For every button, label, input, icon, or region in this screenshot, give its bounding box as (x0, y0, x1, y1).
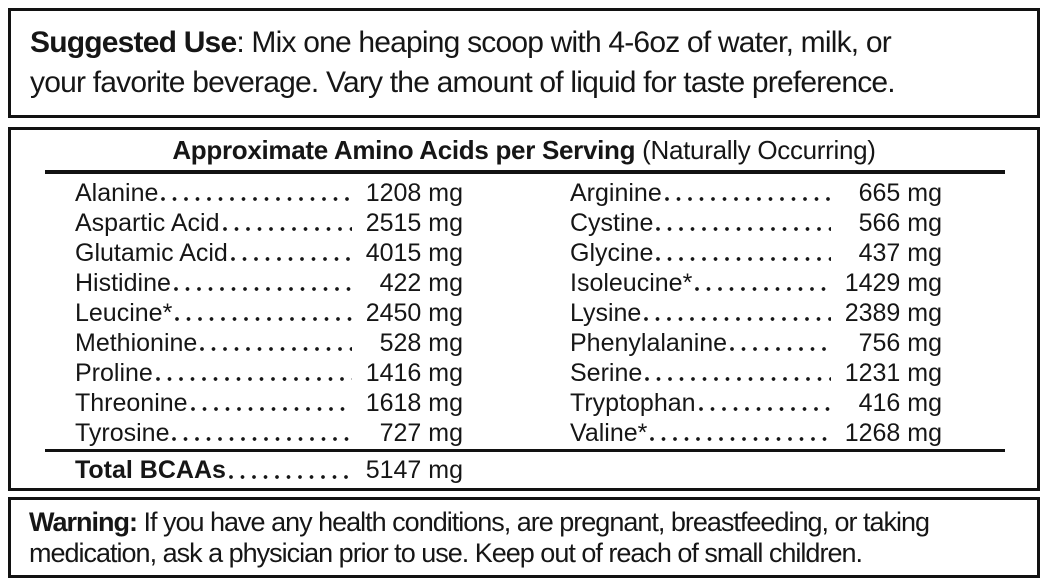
amino-name: Leucine* (75, 299, 173, 327)
amino-name: Threonine (75, 389, 188, 417)
amino-value: 2450 mg (365, 299, 463, 327)
amino-columns: Alanine 1208 mg Aspartic Acid 2515 mg Glut… (11, 174, 1037, 448)
dot-leader (222, 227, 352, 231)
amino-value: 1416 mg (365, 359, 463, 387)
amino-value: 2515 mg (365, 209, 463, 237)
amino-row: Phenylalanine 756 mg (570, 328, 942, 358)
dot-leader (230, 257, 352, 261)
dot-leader (656, 227, 831, 231)
dot-leader (644, 317, 831, 321)
dot-leader (730, 347, 831, 351)
amino-name: Tryptophan (570, 389, 696, 417)
amino-name: Arginine (570, 179, 662, 207)
amino-value: 727 mg (379, 419, 463, 447)
warning-text-1: If you have any health conditions, are p… (136, 507, 930, 537)
warning-line-2: medication, ask a physician prior to use… (29, 538, 863, 568)
amino-row: Serine 1231 mg (570, 358, 942, 388)
amino-name: Tyrosine (75, 419, 170, 447)
amino-column-right: Arginine 665 mg Cystine 566 mg Glycine 437 … (570, 178, 942, 448)
amino-table-title-regular: (Naturally Occurring) (635, 135, 876, 165)
amino-value: 2389 mg (844, 299, 942, 327)
suggested-use-section: Suggested Use: Mix one heaping scoop wit… (8, 8, 1040, 118)
dot-leader (200, 347, 352, 351)
amino-row: Isoleucine* 1429 mg (570, 268, 942, 298)
dot-leader (173, 287, 352, 291)
suggested-use-paragraph: Suggested Use: Mix one heaping scoop wit… (11, 11, 1037, 103)
amino-value: 1208 mg (365, 179, 463, 207)
amino-row: Tryptophan 416 mg (570, 388, 942, 418)
amino-row: Proline 1416 mg (75, 358, 463, 388)
amino-value: 1231 mg (844, 359, 942, 387)
amino-name: Valine* (570, 419, 648, 447)
suggested-use-line-1: Suggested Use: Mix one heaping scoop wit… (30, 23, 1021, 63)
amino-value: 1429 mg (844, 269, 942, 297)
amino-name: Lysine (570, 299, 642, 327)
amino-row: Valine* 1268 mg (570, 418, 942, 448)
total-bcaas-label: Total BCAAs (75, 456, 226, 484)
suggested-use-line-2: your favorite beverage. Vary the amount … (30, 66, 896, 99)
amino-name: Glutamic Acid (75, 239, 228, 267)
dot-leader (228, 475, 352, 479)
amino-value: 1618 mg (365, 389, 463, 417)
dot-leader (175, 317, 352, 321)
amino-value: 1268 mg (844, 419, 942, 447)
amino-row: Arginine 665 mg (570, 178, 942, 208)
dot-leader (161, 197, 352, 201)
dot-leader (695, 287, 831, 291)
amino-value: 416 mg (858, 389, 942, 417)
amino-row: Leucine* 2450 mg (75, 298, 463, 328)
dot-leader (645, 377, 831, 381)
warning-paragraph: Warning: If you have any health conditio… (11, 500, 1037, 569)
suggested-use-text-1: : Mix one heaping scoop with 4-6oz of wa… (236, 26, 891, 59)
amino-name: Methionine (75, 329, 198, 357)
amino-value: 422 mg (379, 269, 463, 297)
amino-value: 756 mg (858, 329, 942, 357)
amino-name: Alanine (75, 179, 159, 207)
amino-row: Methionine 528 mg (75, 328, 463, 358)
amino-column-left: Alanine 1208 mg Aspartic Acid 2515 mg Glut… (75, 178, 463, 448)
amino-row: Tyrosine 727 mg (75, 418, 463, 448)
amino-table-title: Approximate Amino Acids per Serving (Nat… (11, 130, 1037, 166)
total-rule (45, 449, 1005, 452)
suggested-use-label: Suggested Use (30, 26, 237, 59)
amino-name: Histidine (75, 269, 171, 297)
dot-leader (172, 437, 352, 441)
amino-row: Cystine 566 mg (570, 208, 942, 238)
dot-leader (155, 377, 352, 381)
dot-leader (656, 257, 831, 261)
amino-name: Cystine (570, 209, 654, 237)
amino-value: 665 mg (858, 179, 942, 207)
warning-line-1: Warning: If you have any health conditio… (29, 507, 1023, 538)
amino-name: Glycine (570, 239, 654, 267)
amino-row: Aspartic Acid 2515 mg (75, 208, 463, 238)
amino-value: 4015 mg (365, 239, 463, 267)
amino-row: Glutamic Acid 4015 mg (75, 238, 463, 268)
amino-acids-section: Approximate Amino Acids per Serving (Nat… (8, 127, 1040, 491)
total-bcaas-value: 5147 mg (365, 456, 463, 484)
amino-value: 528 mg (379, 329, 463, 357)
dot-leader (650, 437, 831, 441)
amino-table-title-bold: Approximate Amino Acids per Serving (172, 135, 636, 165)
dot-leader (190, 407, 352, 411)
amino-row: Glycine 437 mg (570, 238, 942, 268)
amino-row: Threonine 1618 mg (75, 388, 463, 418)
warning-label: Warning: (29, 507, 138, 537)
dot-leader (698, 407, 831, 411)
amino-name: Isoleucine* (570, 269, 693, 297)
amino-row: Histidine 422 mg (75, 268, 463, 298)
total-bcaas-row: Total BCAAs 5147 mg (75, 452, 463, 486)
amino-row: Lysine 2389 mg (570, 298, 942, 328)
header-rule (45, 170, 1005, 174)
amino-value: 566 mg (858, 209, 942, 237)
amino-value: 437 mg (858, 239, 942, 267)
amino-name: Serine (570, 359, 643, 387)
dot-leader (664, 197, 831, 201)
amino-row: Alanine 1208 mg (75, 178, 463, 208)
amino-name: Proline (75, 359, 153, 387)
amino-name: Aspartic Acid (75, 209, 220, 237)
warning-section: Warning: If you have any health conditio… (8, 497, 1040, 578)
amino-name: Phenylalanine (570, 329, 728, 357)
